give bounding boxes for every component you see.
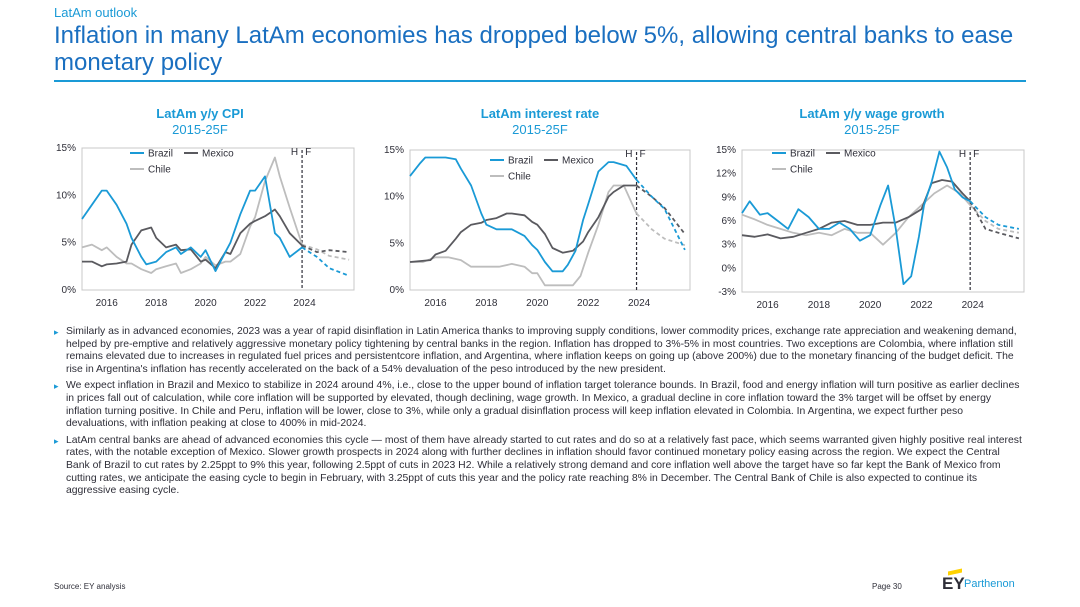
legend-label-brazil: Brazil xyxy=(790,149,815,160)
forecast-label-history: H xyxy=(959,149,966,160)
legend-label-mexico: Mexico xyxy=(844,149,876,160)
series-forecast-mexico xyxy=(969,200,1020,240)
page-number: Page 30 xyxy=(872,582,902,591)
series-forecast-mexico xyxy=(635,184,686,235)
title-divider xyxy=(54,80,1026,82)
series-line-mexico xyxy=(741,179,971,240)
y-tick-label: 0% xyxy=(722,263,737,274)
chart-title-interest: LatAm interest rate 2015-25F xyxy=(440,106,640,138)
x-tick-label: 2022 xyxy=(244,298,267,309)
x-tick-label: 2024 xyxy=(293,298,316,309)
series-line-brazil xyxy=(81,175,303,273)
chart-title-wage: LatAm y/y wage growth 2015-25F xyxy=(772,106,972,138)
legend-label-brazil: Brazil xyxy=(508,156,533,167)
legend-label-chile: Chile xyxy=(508,172,531,183)
chart-title-text: LatAm y/y CPI xyxy=(156,106,244,121)
chart-interest-rate: 0% 5% 10% 15% 2016 2018 2020 2022 2024 H F Brazil Me… xyxy=(384,145,691,309)
y-tick-label: 15% xyxy=(384,145,404,156)
series-forecast-brazil xyxy=(635,179,686,251)
series-line-mexico xyxy=(409,184,637,263)
logo-ey-text: EY xyxy=(942,574,965,593)
chart-subtitle-text: 2015-25F xyxy=(844,122,900,137)
page-title: Inflation in many LatAm economies has dr… xyxy=(54,22,1014,76)
x-tick-label: 2016 xyxy=(757,300,780,311)
y-tick-label: 5% xyxy=(62,238,77,249)
x-tick-label: 2018 xyxy=(475,298,498,309)
legend-label-chile: Chile xyxy=(148,165,171,176)
y-tick-label: 15% xyxy=(56,143,76,154)
plot-frame xyxy=(409,149,691,291)
bullet-item: ▸ LatAm central banks are ahead of advan… xyxy=(54,435,1026,498)
y-tick-label: 3% xyxy=(722,240,737,251)
series-line-brazil xyxy=(741,150,971,286)
forecast-label-forecast: F xyxy=(640,149,646,160)
series-forecast-chile xyxy=(301,243,350,261)
bullet-item: ▸ Similarly as in advanced economies, 20… xyxy=(54,326,1026,376)
x-tick-label: 2020 xyxy=(195,298,218,309)
x-tick-label: 2020 xyxy=(859,300,882,311)
forecast-label-history: H xyxy=(291,147,298,158)
y-tick-label: 10% xyxy=(384,192,404,203)
chart-title-text: LatAm interest rate xyxy=(480,106,600,121)
y-tick-label: 6% xyxy=(722,216,737,227)
y-tick-label: 15% xyxy=(716,145,736,156)
forecast-label-history: H xyxy=(625,149,632,160)
x-tick-label: 2018 xyxy=(808,300,831,311)
chart-title-text: LatAm y/y wage growth xyxy=(799,106,945,121)
legend-label-chile: Chile xyxy=(790,165,813,176)
bullet-text: LatAm central banks are ahead of advance… xyxy=(66,434,1022,497)
x-tick-label: 2020 xyxy=(526,298,549,309)
chart-title-cpi: LatAm y/y CPI 2015-25F xyxy=(100,106,300,138)
x-tick-label: 2022 xyxy=(577,298,600,309)
series-forecast-brazil xyxy=(969,200,1020,230)
series-forecast-brazil xyxy=(301,246,350,277)
x-tick-label: 2016 xyxy=(424,298,447,309)
ey-parthenon-logo: EY Parthenon xyxy=(942,568,1034,600)
bullet-text: We expect inflation in Brazil and Mexico… xyxy=(66,380,1020,430)
bullet-marker-icon: ▸ xyxy=(54,435,59,446)
series-line-mexico xyxy=(82,208,303,270)
chart-subtitle-text: 2015-25F xyxy=(172,122,228,137)
chart-subtitle-text: 2015-25F xyxy=(512,122,568,137)
series-forecast-mexico xyxy=(301,244,350,254)
section-label: LatAm outlook xyxy=(54,5,138,20)
series-line-chile xyxy=(81,156,303,274)
legend-label-mexico: Mexico xyxy=(202,149,234,160)
chart-wage-growth: -3% 0% 3% 6% 9% 12% 15% 2016 2018 2020 2022 2024 H F B… xyxy=(716,145,1025,311)
series-line-brazil xyxy=(409,156,638,273)
x-tick-label: 2022 xyxy=(910,300,933,311)
y-tick-label: 5% xyxy=(390,238,405,249)
bullet-marker-icon: ▸ xyxy=(54,381,59,392)
y-tick-label: 12% xyxy=(716,169,736,180)
source-note: Source: EY analysis xyxy=(54,582,126,591)
bullet-marker-icon: ▸ xyxy=(54,327,59,337)
logo-parthenon-text: Parthenon xyxy=(964,578,1015,590)
bullet-item: ▸ We expect inflation in Brazil and Mexi… xyxy=(54,380,1026,430)
series-line-chile xyxy=(741,184,971,246)
x-tick-label: 2024 xyxy=(628,298,651,309)
forecast-label-forecast: F xyxy=(973,149,979,160)
series-forecast-chile xyxy=(635,212,686,247)
y-tick-label: 10% xyxy=(56,190,76,201)
legend-label-mexico: Mexico xyxy=(562,156,594,167)
y-tick-label: -3% xyxy=(718,287,736,298)
chart-cpi: 0% 5% 10% 15% 2016 2018 2020 2022 2024 H F Brazil Me… xyxy=(56,143,355,309)
y-tick-label: 9% xyxy=(722,192,737,203)
forecast-label-forecast: F xyxy=(305,147,311,158)
bullet-text: Similarly as in advanced economies, 2023… xyxy=(66,326,1017,375)
series-forecast-chile xyxy=(969,204,1020,234)
plot-frame xyxy=(741,149,1025,293)
x-tick-label: 2024 xyxy=(962,300,985,311)
x-tick-label: 2016 xyxy=(96,298,119,309)
x-tick-label: 2018 xyxy=(145,298,168,309)
legend-label-brazil: Brazil xyxy=(148,149,173,160)
y-tick-label: 0% xyxy=(390,285,405,296)
y-tick-label: 0% xyxy=(62,285,77,296)
commentary: ▸ Similarly as in advanced economies, 20… xyxy=(54,326,1026,502)
